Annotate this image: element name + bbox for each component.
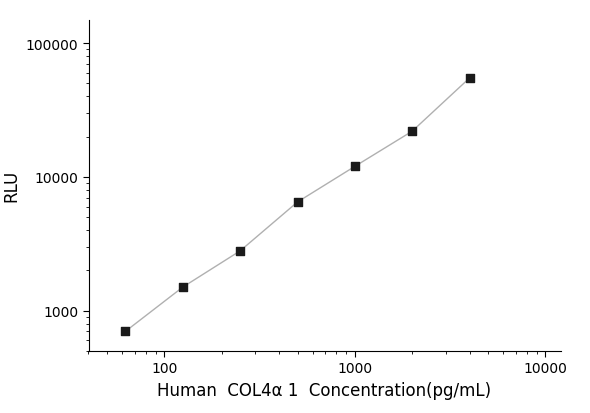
Point [350,164,359,170]
X-axis label: Human  COL4α 1  Concentration(pg/mL): Human COL4α 1 Concentration(pg/mL) [158,381,491,399]
Point [465,76,474,82]
Point [293,199,302,206]
Point [408,128,417,135]
Point [235,248,245,254]
Point [121,328,130,335]
Point [178,284,188,291]
Y-axis label: RLU: RLU [2,170,20,202]
